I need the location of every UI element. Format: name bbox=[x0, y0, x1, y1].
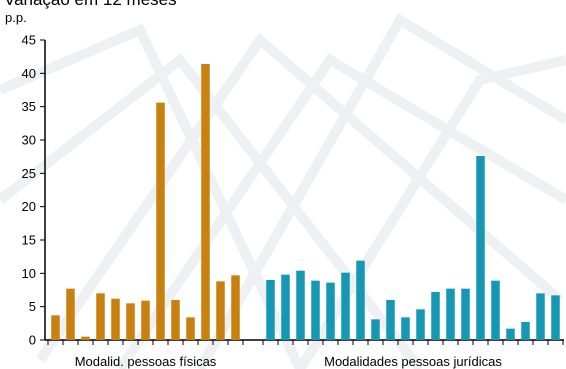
y-tick-label: 35 bbox=[22, 99, 36, 114]
y-tick-label: 45 bbox=[22, 33, 36, 48]
bar-pj-5 bbox=[326, 282, 335, 340]
bar-pj-10 bbox=[401, 317, 410, 340]
bar-pf-13 bbox=[231, 275, 240, 340]
y-axis-unit: p.p. bbox=[5, 10, 27, 25]
bar-pf-10 bbox=[186, 317, 195, 340]
y-tick-label: 10 bbox=[22, 266, 36, 281]
y-tick-label: 25 bbox=[22, 166, 36, 181]
bar-pj-6 bbox=[341, 272, 350, 340]
bar-pj-11 bbox=[416, 309, 425, 340]
bar-pj-12 bbox=[431, 292, 440, 340]
bar-pj-18 bbox=[521, 322, 530, 340]
bar-pj-15 bbox=[476, 156, 485, 340]
bar-pf-9 bbox=[171, 300, 180, 340]
y-tick-label: 30 bbox=[22, 133, 36, 148]
group-label-pj: Modalidades pessoas jurídicas bbox=[324, 354, 502, 369]
y-tick-label: 5 bbox=[29, 299, 36, 314]
bar-pf-11 bbox=[201, 64, 210, 340]
bar-pj-9 bbox=[386, 300, 395, 340]
bar-pj-20 bbox=[551, 295, 560, 340]
bar-pj-14 bbox=[461, 288, 470, 340]
bar-pf-8 bbox=[156, 102, 165, 341]
group-label-pf: Modalid. pessoas físicas bbox=[75, 354, 217, 369]
y-tick-label: 40 bbox=[22, 66, 36, 81]
bar-pj-4 bbox=[311, 280, 320, 340]
bar-pf-2 bbox=[66, 288, 75, 340]
bar-pj-17 bbox=[506, 328, 515, 340]
y-tick-label: 15 bbox=[22, 233, 36, 248]
bar-pj-16 bbox=[491, 280, 500, 340]
bar-pf-6 bbox=[126, 303, 135, 340]
bar-pf-12 bbox=[216, 281, 225, 340]
bar-pf-3 bbox=[81, 336, 90, 340]
bar-pf-4 bbox=[96, 293, 105, 340]
bar-pj-19 bbox=[536, 293, 545, 340]
y-tick-label: 0 bbox=[29, 333, 36, 348]
bar-pj-7 bbox=[356, 260, 365, 340]
bar-pf-7 bbox=[141, 300, 150, 340]
bar-pj-13 bbox=[446, 288, 455, 340]
bar-pj-2 bbox=[281, 274, 290, 340]
chart-title: Variação em 12 meses bbox=[4, 0, 177, 10]
bar-pj-8 bbox=[371, 319, 380, 340]
y-tick-label: 20 bbox=[22, 199, 36, 214]
bar-pj-1 bbox=[266, 280, 275, 340]
bar-pj-3 bbox=[296, 270, 305, 340]
bar-pf-5 bbox=[111, 298, 120, 340]
bar-pf-1 bbox=[51, 315, 60, 340]
